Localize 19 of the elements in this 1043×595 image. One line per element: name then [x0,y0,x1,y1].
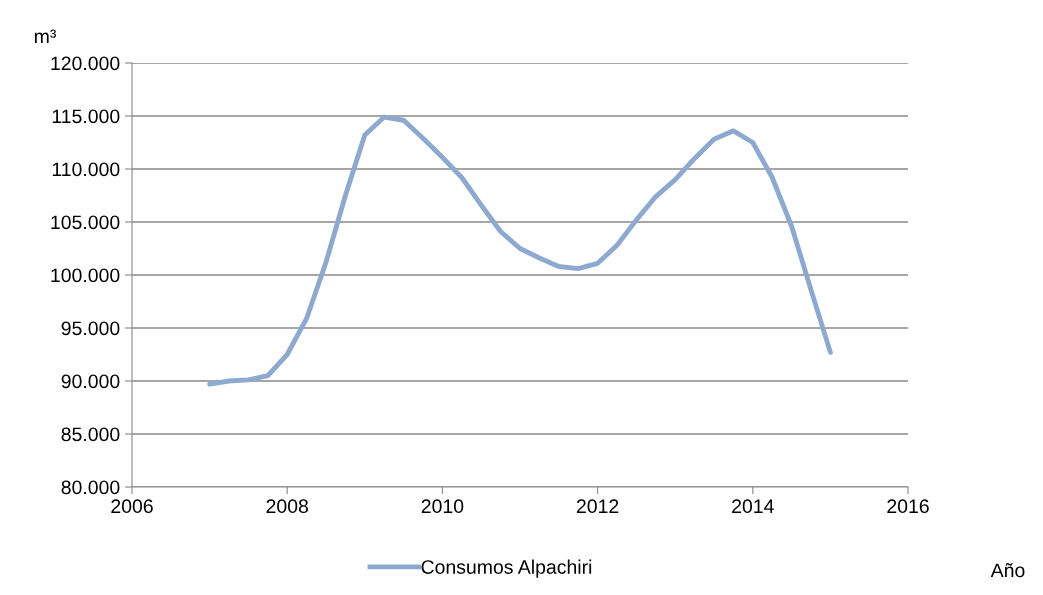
y-tick-label: 120.000 [51,56,120,71]
y-tick-label: 90.000 [61,374,120,389]
y-tick-label: 115.000 [52,109,120,124]
y-tick-label: 100.000 [51,268,120,283]
x-tick-label: 2006 [111,499,153,514]
y-tick-label: 95.000 [61,321,120,336]
x-tick-label: 2008 [266,499,308,514]
y-tick-label: 85.000 [61,427,120,442]
x-tick-label: 2010 [421,499,464,514]
y-tick-label: 110.000 [52,162,120,177]
x-tick-label: 2016 [887,499,929,514]
y-tick-label: 80.000 [61,480,120,495]
x-axis-title: Año [990,563,1025,578]
legend-label: Consumos Alpachiri [421,559,592,578]
y-axis-title: m³ [34,29,56,44]
y-tick-label: 105.000 [51,215,120,230]
x-tick-label: 2012 [576,499,619,514]
line-series [207,114,833,387]
x-tick-label: 2014 [732,499,774,514]
